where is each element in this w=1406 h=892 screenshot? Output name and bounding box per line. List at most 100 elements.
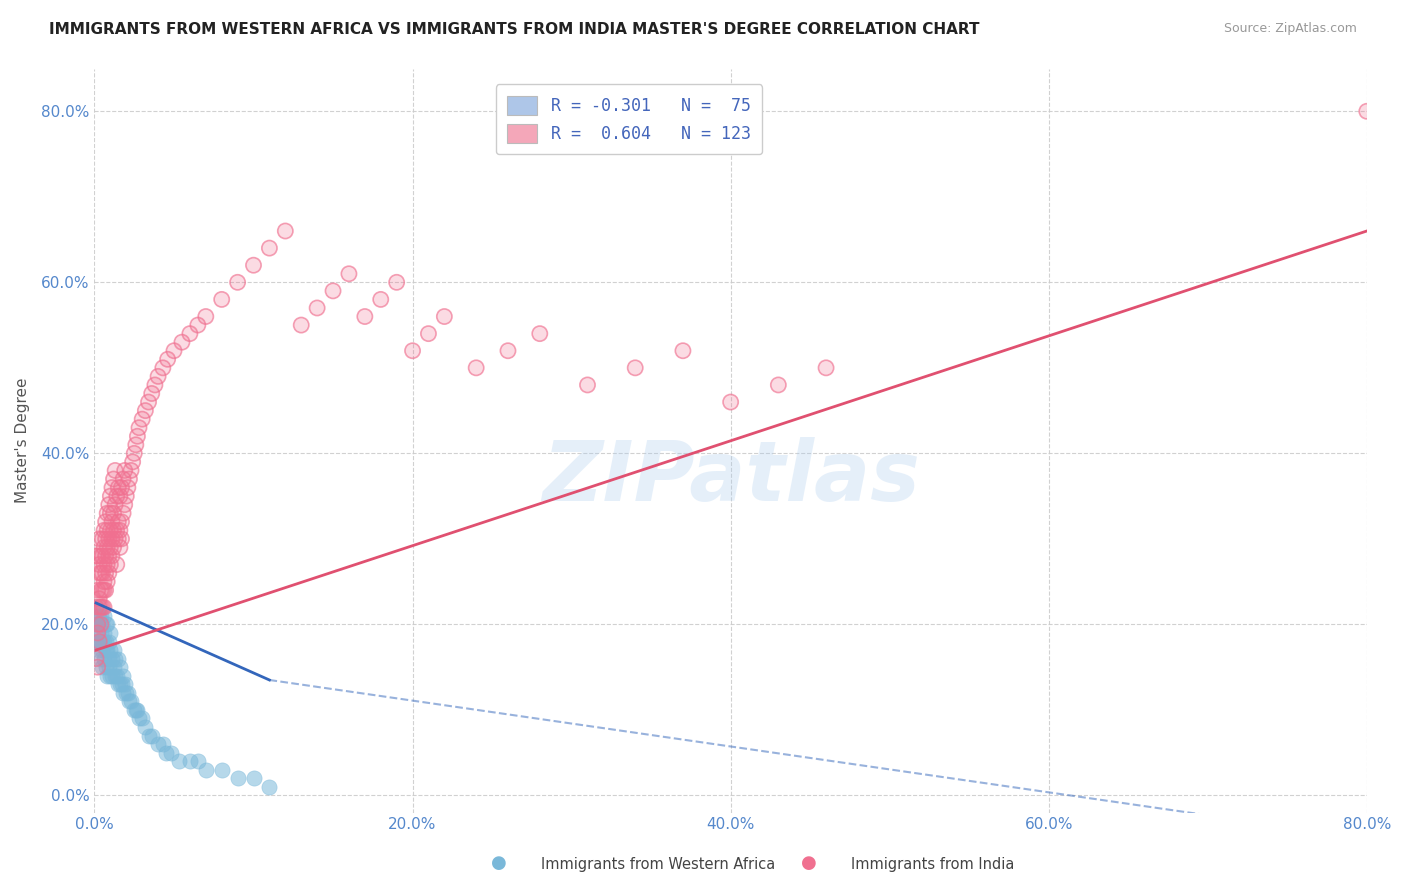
Point — [84, 600, 107, 615]
Point — [107, 677, 129, 691]
Point — [89, 643, 111, 657]
Point — [86, 583, 108, 598]
Point — [91, 532, 114, 546]
Point — [86, 583, 108, 598]
Point — [101, 549, 124, 563]
Point — [242, 258, 264, 272]
Point — [96, 524, 118, 538]
Point — [94, 583, 117, 598]
Point — [91, 566, 114, 580]
Point — [128, 420, 150, 434]
Point — [146, 369, 169, 384]
Point — [96, 558, 118, 572]
Point — [242, 258, 264, 272]
Text: ZIPatlas: ZIPatlas — [541, 437, 920, 518]
Point — [89, 600, 111, 615]
Point — [105, 669, 128, 683]
Point — [97, 566, 120, 580]
Point — [433, 310, 456, 324]
Point — [120, 694, 142, 708]
Point — [1355, 104, 1378, 119]
Point — [576, 378, 599, 392]
Point — [131, 412, 153, 426]
Point — [103, 541, 125, 555]
Point — [187, 318, 209, 332]
Point — [91, 549, 114, 563]
Point — [107, 515, 129, 529]
Point — [110, 677, 132, 691]
Point — [146, 737, 169, 751]
Point — [211, 293, 233, 307]
Point — [105, 558, 128, 572]
Point — [138, 395, 160, 409]
Point — [86, 549, 108, 563]
Point — [108, 660, 131, 674]
Point — [86, 660, 108, 674]
Point — [152, 360, 174, 375]
Point — [93, 541, 115, 555]
Point — [86, 634, 108, 648]
Point — [141, 386, 163, 401]
Point — [156, 352, 179, 367]
Point — [94, 515, 117, 529]
Text: ●: ● — [491, 855, 508, 872]
Point — [103, 472, 125, 486]
Point — [89, 617, 111, 632]
Point — [93, 574, 115, 589]
Point — [84, 600, 107, 615]
Point — [107, 651, 129, 665]
Point — [86, 617, 108, 632]
Point — [86, 549, 108, 563]
Point — [101, 651, 124, 665]
Point — [89, 558, 111, 572]
Point — [401, 343, 423, 358]
Point — [93, 583, 115, 598]
Point — [290, 318, 312, 332]
Point — [179, 326, 201, 341]
Point — [94, 549, 117, 563]
Point — [89, 532, 111, 546]
Point — [624, 360, 647, 375]
Point — [1355, 104, 1378, 119]
Point — [496, 343, 519, 358]
Text: Immigrants from India: Immigrants from India — [851, 857, 1014, 872]
Point — [96, 506, 118, 520]
Point — [110, 532, 132, 546]
Point — [90, 566, 112, 580]
Point — [96, 506, 118, 520]
Point — [94, 532, 117, 546]
Point — [91, 583, 114, 598]
Point — [104, 669, 127, 683]
Point — [529, 326, 551, 341]
Point — [93, 600, 115, 615]
Point — [96, 617, 118, 632]
Point — [97, 660, 120, 674]
Point — [353, 310, 375, 324]
Point — [118, 472, 141, 486]
Point — [194, 763, 217, 777]
Point — [93, 626, 115, 640]
Point — [322, 284, 344, 298]
Point — [93, 524, 115, 538]
Point — [101, 549, 124, 563]
Point — [134, 403, 156, 417]
Point — [134, 403, 156, 417]
Point — [226, 276, 249, 290]
Point — [131, 711, 153, 725]
Point — [91, 660, 114, 674]
Point — [84, 651, 107, 665]
Point — [104, 463, 127, 477]
Point — [103, 506, 125, 520]
Point — [117, 686, 139, 700]
Point — [167, 754, 190, 768]
Point — [114, 498, 136, 512]
Point — [720, 395, 742, 409]
Point — [93, 541, 115, 555]
Point — [179, 754, 201, 768]
Point — [89, 591, 111, 606]
Point — [187, 318, 209, 332]
Point — [89, 634, 111, 648]
Point — [108, 541, 131, 555]
Point — [179, 326, 201, 341]
Point — [110, 481, 132, 495]
